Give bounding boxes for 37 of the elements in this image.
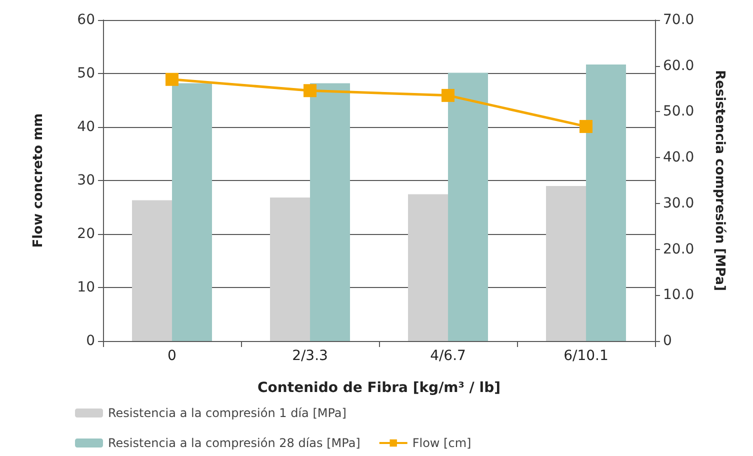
y-axis-title: Flow concreto mm [31,113,46,248]
point [304,84,316,98]
y2-tick-label: 60.0 [663,58,694,74]
bar [132,200,172,341]
x-axis-title: Contenido de Fibra [kg/m³ / lb] [258,380,500,396]
bar [408,194,448,341]
y-tick-label: 50 [77,66,95,82]
y2-tick-label: 50.0 [663,104,694,120]
bar [448,72,488,341]
bar [310,83,350,341]
y2-tick-label: 20.0 [663,241,694,258]
x-tick-label: 0 [168,348,176,364]
y2-tick-label: 40.0 [663,150,694,166]
y2-tick-label: 70.0 [663,12,694,28]
point [442,88,454,102]
x-tick-label: 4/6.7 [430,348,466,364]
y2-tick-label: 0 [663,333,672,349]
y2-tick-label: 10.0 [663,287,694,304]
y2-axis-title: Resistencia compresión [MPa] [712,70,727,291]
point [166,72,178,86]
point [580,120,592,133]
x-tick-label: 2/3.3 [292,348,328,364]
y2-tick-label: 30.0 [663,195,694,212]
legend-label: Resistencia a la compresión 1 día [MPa] [108,406,346,420]
y-tick-label: 0 [86,333,95,349]
y-tick-label: 60 [77,12,95,28]
bar [270,197,310,341]
legend-label: Resistencia a la compresión 28 días [MPa] [108,436,360,450]
bar [172,83,212,341]
bar [546,186,586,341]
y-tick-label: 20 [77,226,95,242]
y-tick-label: 10 [77,280,95,296]
y-tick-label: 40 [77,119,95,135]
bar [586,64,626,341]
legend-label: Flow [cm] [412,436,472,450]
y-tick-label: 30 [77,172,95,188]
x-tick-label: 6/10.1 [564,348,608,364]
